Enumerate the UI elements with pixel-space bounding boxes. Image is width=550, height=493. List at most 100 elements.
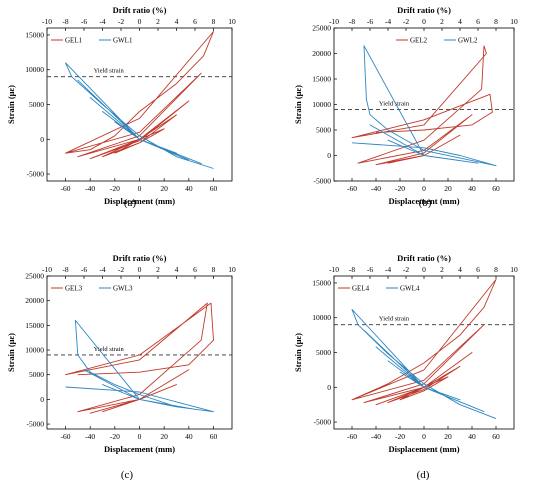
top-tick-label: 8 xyxy=(494,17,498,26)
top-axis-title: Drift ratio (%) xyxy=(113,5,167,15)
panel-4: -60 -40 -20 0 20 40 60-10 -8 -6 -4 -2 0 2 4 6 8 10-50000… xyxy=(293,253,518,481)
series-line-gwl1 xyxy=(65,62,214,169)
y-axis-title: Strain (με) xyxy=(293,85,303,124)
top-tick-label: 4 xyxy=(175,17,179,26)
x-tick-label: 20 xyxy=(160,432,168,441)
top-tick-label: -6 xyxy=(81,17,87,26)
x-axis-title: Displacement (mm) xyxy=(104,444,175,454)
legend-entry: GEL3 xyxy=(65,285,83,293)
top-tick-label: 6 xyxy=(476,17,480,26)
legend-entry: GEL2 xyxy=(410,37,428,45)
yield-strain-label: Yield strain xyxy=(94,68,125,75)
series-line-gel2 xyxy=(351,45,493,166)
top-tick-label: 2 xyxy=(156,17,160,26)
y-tick-label: 10000 xyxy=(312,313,331,322)
x-tick-label: 60 xyxy=(492,432,500,441)
x-tick-label: 20 xyxy=(444,432,452,441)
top-tick-label: -4 xyxy=(99,17,105,26)
x-tick-label: 0 xyxy=(138,432,142,441)
panel-label: (a) xyxy=(124,197,137,209)
x-axis-title: Displacement (mm) xyxy=(388,196,459,206)
top-tick-label: -6 xyxy=(367,17,373,26)
series-line-gel3 xyxy=(65,302,214,414)
x-tick-label: 40 xyxy=(468,184,476,193)
x-tick-label: -20 xyxy=(110,432,120,441)
yield-strain-label: Yield strain xyxy=(379,316,410,323)
top-tick-label: -6 xyxy=(367,265,373,274)
top-tick-label: 0 xyxy=(138,265,142,274)
top-tick-label: -4 xyxy=(385,17,391,26)
x-tick-label: -20 xyxy=(110,184,120,193)
series-line-gwl4 xyxy=(351,308,497,420)
top-tick-label: 0 xyxy=(422,265,426,274)
x-tick-label: 60 xyxy=(210,432,218,441)
x-tick-label: -40 xyxy=(371,184,381,193)
y-tick-label: 10000 xyxy=(25,65,44,74)
x-tick-label: 40 xyxy=(185,184,193,193)
plot-frame xyxy=(333,275,515,430)
x-tick-label: 20 xyxy=(160,184,168,193)
top-tick-label: -6 xyxy=(81,265,87,274)
panel-label: (b) xyxy=(419,197,432,209)
yield-strain-label: Yield strain xyxy=(379,101,410,108)
legend-entry: GWL3 xyxy=(113,285,133,293)
top-tick-label: -8 xyxy=(349,265,355,274)
y-tick-label: 5000 xyxy=(29,100,44,109)
top-tick-label: 10 xyxy=(510,17,518,26)
top-tick-label: -4 xyxy=(385,265,391,274)
y-tick-label: 0 xyxy=(327,151,331,160)
x-axis-title: Displacement (mm) xyxy=(104,196,175,206)
y-tick-label: 25000 xyxy=(312,24,331,33)
x-tick-label: 60 xyxy=(210,184,218,193)
x-tick-label: 40 xyxy=(185,432,193,441)
series-line-gwl2 xyxy=(351,45,497,167)
y-tick-label: 20000 xyxy=(312,49,331,58)
legend-entry: GEL4 xyxy=(352,285,370,293)
top-tick-label: 4 xyxy=(458,17,462,26)
x-tick-label: 0 xyxy=(422,184,426,193)
top-tick-label: 10 xyxy=(510,265,518,274)
y-axis-title: Strain (με) xyxy=(6,85,16,124)
top-axis-title: Drift ratio (%) xyxy=(397,5,451,15)
y-tick-label: -5000 xyxy=(27,420,45,429)
panel-2: -60 -40 -20 0 20 40 60-10 -8 -6 -4 -2 0 2 4 6 8 10-50000… xyxy=(293,5,518,209)
y-tick-label: 0 xyxy=(40,135,44,144)
top-tick-label: -2 xyxy=(403,17,409,26)
top-tick-label: 4 xyxy=(458,265,462,274)
y-tick-label: 5000 xyxy=(316,126,331,135)
x-tick-label: 60 xyxy=(492,184,500,193)
plot-frame xyxy=(333,27,515,182)
legend-entry: GEL1 xyxy=(65,37,83,45)
x-tick-label: 0 xyxy=(138,184,142,193)
series-line-gwl3 xyxy=(65,319,214,413)
plot-frame xyxy=(46,275,233,430)
top-tick-label: 10 xyxy=(228,265,236,274)
plot-frame xyxy=(46,27,233,182)
y-tick-label: 25000 xyxy=(25,272,44,281)
x-tick-label: -40 xyxy=(371,432,381,441)
top-tick-label: -10 xyxy=(329,265,339,274)
top-tick-label: -2 xyxy=(118,265,124,274)
y-tick-label: 15000 xyxy=(25,30,44,39)
top-tick-label: -8 xyxy=(349,17,355,26)
top-tick-label: 8 xyxy=(212,17,216,26)
x-tick-label: 20 xyxy=(444,184,452,193)
y-tick-label: 5000 xyxy=(316,348,331,357)
y-tick-label: -5000 xyxy=(314,418,332,427)
series-line-gel1 xyxy=(65,31,214,160)
y-tick-label: 10000 xyxy=(25,346,44,355)
x-axis-title: Displacement (mm) xyxy=(388,444,459,454)
top-tick-label: 2 xyxy=(440,17,444,26)
top-tick-label: 2 xyxy=(440,265,444,274)
y-tick-label: -5000 xyxy=(314,177,332,186)
y-tick-label: 10000 xyxy=(312,100,331,109)
top-axis-title: Drift ratio (%) xyxy=(397,253,451,263)
top-tick-label: 6 xyxy=(193,17,197,26)
panel-label: (d) xyxy=(417,469,430,481)
y-axis-title: Strain (με) xyxy=(6,333,16,372)
top-axis-title: Drift ratio (%) xyxy=(113,253,167,263)
legend-entry: GWL4 xyxy=(400,285,420,293)
top-tick-label: -2 xyxy=(403,265,409,274)
top-tick-label: -10 xyxy=(42,265,52,274)
x-tick-label: -60 xyxy=(347,432,357,441)
